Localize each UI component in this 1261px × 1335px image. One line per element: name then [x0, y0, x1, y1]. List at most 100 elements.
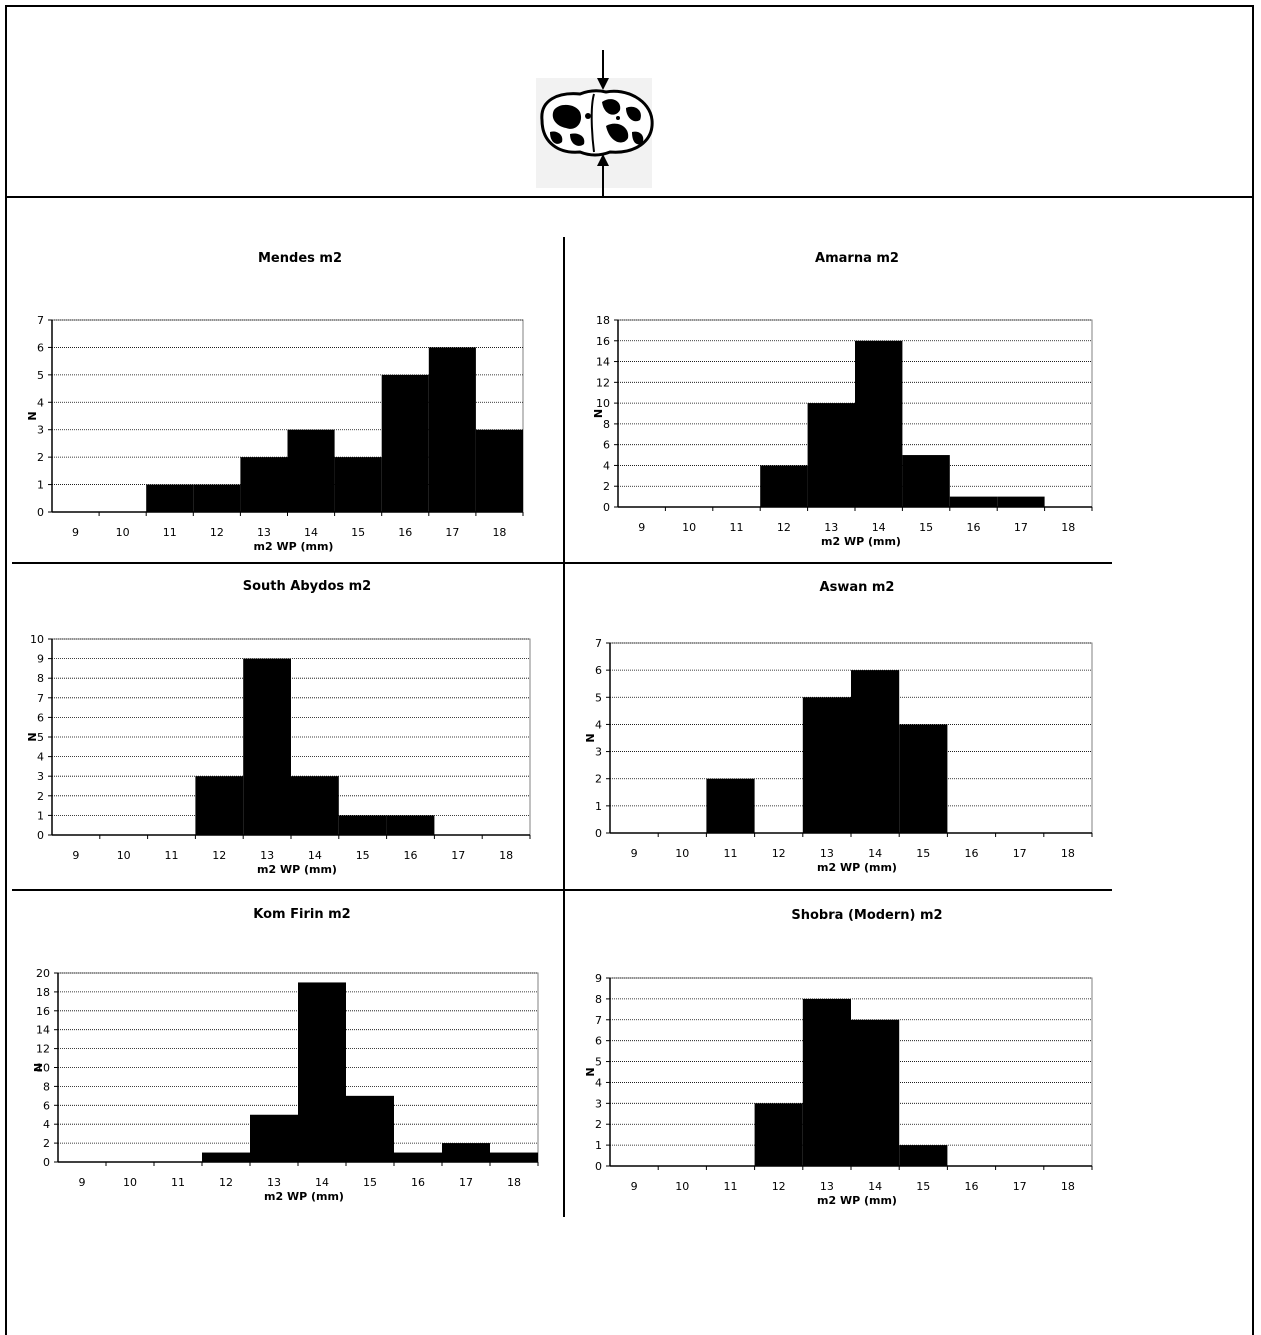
dentine-dot — [585, 113, 591, 119]
x-tick-label: 12 — [212, 849, 226, 862]
x-tick-label: 13 — [267, 1176, 281, 1189]
y-tick-label: 4 — [37, 396, 44, 409]
y-tick-label: 2 — [603, 480, 610, 493]
x-tick-label: 12 — [210, 526, 224, 539]
bar — [851, 1019, 900, 1166]
y-tick-label: 20 — [36, 967, 50, 980]
bar — [754, 1103, 803, 1166]
x-tick-label: 9 — [72, 849, 79, 862]
x-tick-label: 14 — [308, 849, 322, 862]
y-tick-label: 14 — [596, 356, 610, 369]
x-tick-label: 12 — [219, 1176, 233, 1189]
y-tick-label: 8 — [37, 672, 44, 685]
x-tick-label: 16 — [967, 521, 981, 534]
y-tick-label: 0 — [37, 829, 44, 842]
bar — [287, 429, 335, 512]
x-tick-label: 16 — [404, 849, 418, 862]
y-tick-label: 12 — [596, 376, 610, 389]
bar — [240, 457, 288, 512]
y-tick-label: 4 — [37, 751, 44, 764]
bar — [338, 815, 387, 835]
chart-title: Kom Firin m2 — [253, 907, 350, 922]
y-tick-label: 0 — [595, 1160, 602, 1173]
y-tick-label: 0 — [37, 506, 44, 519]
x-tick-label: 11 — [730, 521, 744, 534]
chart-title: Mendes m2 — [258, 251, 342, 266]
dentine-patch — [552, 104, 582, 129]
y-tick-label: 6 — [603, 439, 610, 452]
x-tick-label: 13 — [820, 847, 834, 860]
chart-title: Amarna m2 — [815, 251, 899, 266]
x-tick-label: 14 — [315, 1176, 329, 1189]
x-axis-label: m2 WP (mm) — [817, 861, 897, 874]
x-tick-label: 12 — [772, 1180, 786, 1193]
y-tick-label: 7 — [595, 637, 602, 650]
y-tick-label: 16 — [596, 335, 610, 348]
x-tick-label: 10 — [675, 847, 689, 860]
x-tick-label: 11 — [724, 847, 738, 860]
x-axis-label: m2 WP (mm) — [254, 540, 334, 553]
x-tick-label: 13 — [260, 849, 274, 862]
y-tick-label: 4 — [43, 1118, 50, 1131]
y-tick-label: 9 — [37, 653, 44, 666]
x-tick-label: 16 — [965, 1180, 979, 1193]
y-tick-label: 5 — [37, 369, 44, 382]
header-divider — [5, 196, 1254, 198]
chart-panel: Kom Firin m2 0 2 4 6 8 10 12 14 16 18 20 9 10 11 12 13 14… — [32, 907, 539, 1203]
bar — [202, 1152, 250, 1162]
y-tick-label: 6 — [43, 1099, 50, 1112]
y-tick-label: 2 — [37, 790, 44, 803]
x-tick-label: 17 — [1014, 521, 1028, 534]
tooth-crown-occlusal-icon — [536, 50, 654, 196]
y-tick-label: 8 — [595, 993, 602, 1006]
bar — [428, 347, 476, 512]
y-tick-label: 6 — [37, 341, 44, 354]
y-tick-label: 1 — [595, 1139, 602, 1152]
x-tick-label: 15 — [919, 521, 933, 534]
bar — [899, 1145, 948, 1166]
y-tick-label: 5 — [37, 731, 44, 744]
x-tick-label: 11 — [724, 1180, 738, 1193]
chart-title: Aswan m2 — [820, 580, 895, 595]
x-tick-label: 18 — [499, 849, 513, 862]
x-tick-label: 10 — [117, 849, 131, 862]
y-tick-label: 3 — [37, 424, 44, 437]
y-tick-label: 4 — [603, 459, 610, 472]
y-tick-label: 5 — [595, 691, 602, 704]
top-arrow-head — [597, 78, 609, 90]
dentine-patch — [626, 106, 641, 122]
y-tick-label: 10 — [596, 397, 610, 410]
crown-groove — [590, 93, 595, 153]
bottom-arrow-head — [597, 154, 609, 166]
bar — [997, 496, 1045, 507]
y-tick-label: 8 — [43, 1080, 50, 1093]
y-tick-label: 10 — [36, 1062, 50, 1075]
x-tick-label: 15 — [916, 1180, 930, 1193]
bar — [346, 1095, 394, 1162]
bar — [851, 670, 900, 833]
bar — [195, 776, 244, 835]
bar — [490, 1152, 538, 1162]
x-axis-label: m2 WP (mm) — [257, 863, 337, 876]
y-tick-label: 0 — [603, 501, 610, 514]
bar — [334, 457, 382, 512]
bar — [193, 484, 241, 512]
x-axis-label: m2 WP (mm) — [821, 535, 901, 548]
bar — [394, 1152, 442, 1162]
y-tick-label: 3 — [37, 770, 44, 783]
dentine-patch — [602, 99, 621, 115]
bar — [298, 982, 346, 1162]
x-tick-label: 11 — [171, 1176, 185, 1189]
y-tick-label: 6 — [37, 711, 44, 724]
bar — [807, 403, 855, 507]
page-frame — [5, 5, 1254, 1335]
x-tick-label: 15 — [916, 847, 930, 860]
x-tick-label: 14 — [304, 526, 318, 539]
chart-title: Shobra (Modern) m2 — [791, 908, 942, 923]
x-tick-label: 10 — [675, 1180, 689, 1193]
x-tick-label: 13 — [820, 1180, 834, 1193]
x-tick-label: 18 — [507, 1176, 521, 1189]
y-tick-label: 2 — [595, 773, 602, 786]
y-tick-label: 2 — [37, 451, 44, 464]
